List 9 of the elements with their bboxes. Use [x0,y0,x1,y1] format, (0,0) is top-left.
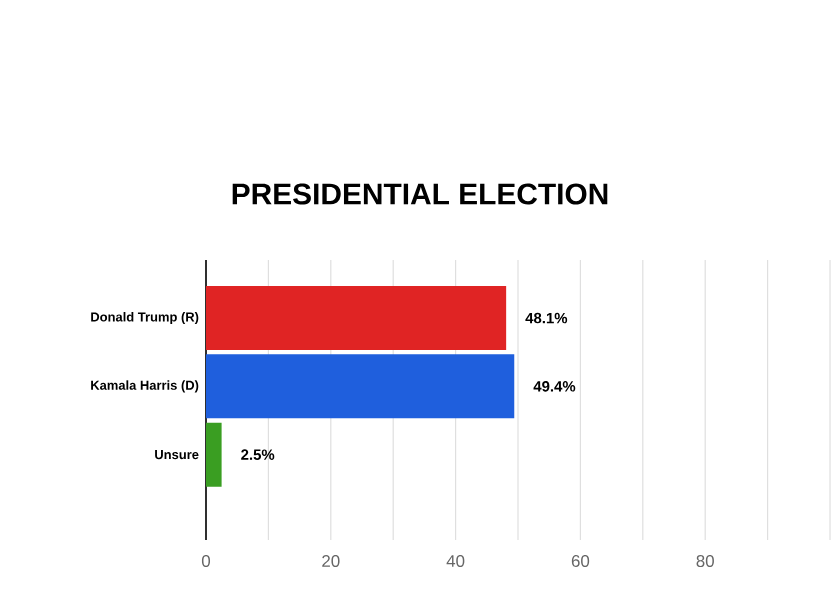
x-tick-label: 0 [201,555,211,568]
x-tick-label: 60 [571,555,590,568]
chart-title: PRESIDENTIAL ELECTION [232,183,608,205]
x-tick-label: 80 [696,555,714,568]
x-tick-label: 20 [322,555,340,568]
bar [206,422,222,487]
bar [206,354,515,419]
bar [206,286,507,351]
x-tick-label: 40 [446,555,465,568]
